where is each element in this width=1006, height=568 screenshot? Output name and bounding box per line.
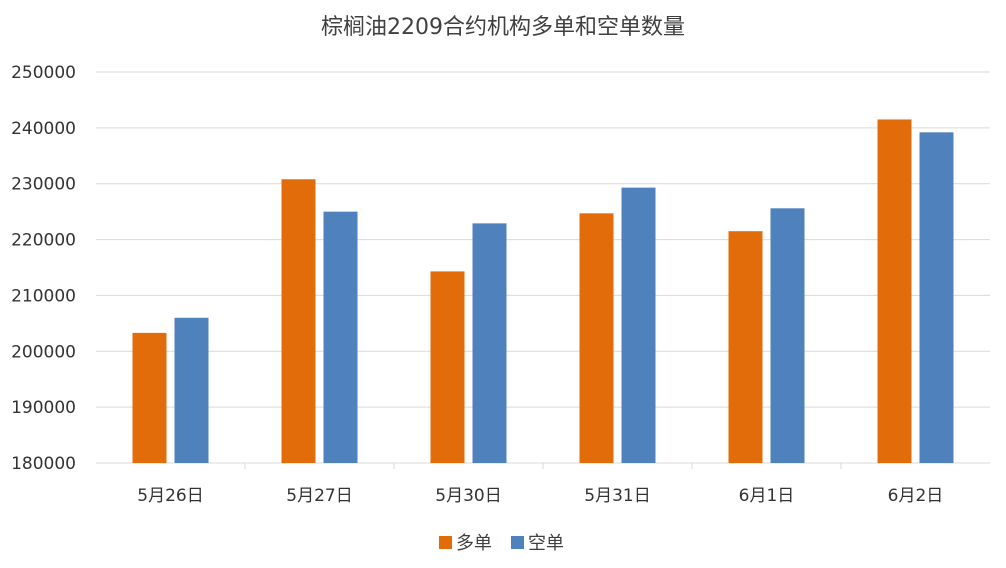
x-tick-label: 5月26日 — [137, 486, 203, 506]
bar-long-5 — [877, 119, 912, 463]
y-tick-label: 240000 — [11, 119, 76, 139]
bar-short-4 — [770, 208, 805, 463]
y-tick-label: 180000 — [11, 454, 76, 474]
legend: 多单 空单 — [439, 533, 564, 554]
y-tick-label: 230000 — [11, 175, 76, 195]
y-tick-label: 210000 — [11, 286, 76, 306]
bar-short-0 — [174, 317, 209, 463]
bars — [132, 119, 954, 464]
legend-swatch — [511, 536, 524, 549]
bar-long-0 — [132, 332, 167, 463]
grid-lines — [96, 71, 990, 464]
bar-short-3 — [621, 187, 656, 464]
x-tick-label: 5月27日 — [286, 486, 352, 506]
bar-short-1 — [323, 211, 358, 463]
y-tick-label: 220000 — [11, 231, 76, 251]
legend-swatch — [439, 536, 452, 549]
bar-long-2 — [430, 271, 465, 463]
legend-label: 空单 — [528, 533, 564, 554]
bar-long-1 — [281, 179, 316, 463]
y-tick-label: 190000 — [11, 398, 76, 418]
bar-long-3 — [579, 213, 614, 463]
x-tick-label: 5月31日 — [584, 486, 650, 506]
x-tick-label: 5月30日 — [435, 486, 501, 506]
chart-title: 棕榈油2209合约机构多单和空单数量 — [321, 15, 685, 40]
x-axis-ticks: 5月26日 5月27日 5月30日 5月31日 6月1日 6月2日 — [137, 463, 943, 506]
y-axis-ticks: 250000 240000 230000 220000 210000 200000 1900… — [11, 63, 76, 474]
x-tick-label: 6月2日 — [888, 486, 944, 506]
bar-short-2 — [472, 223, 507, 463]
x-tick-label: 6月1日 — [739, 486, 795, 506]
legend-label: 多单 — [456, 533, 492, 554]
y-tick-label: 200000 — [11, 342, 76, 362]
bar-long-4 — [728, 231, 763, 463]
bar-short-5 — [919, 132, 954, 463]
y-tick-label: 250000 — [11, 63, 76, 83]
